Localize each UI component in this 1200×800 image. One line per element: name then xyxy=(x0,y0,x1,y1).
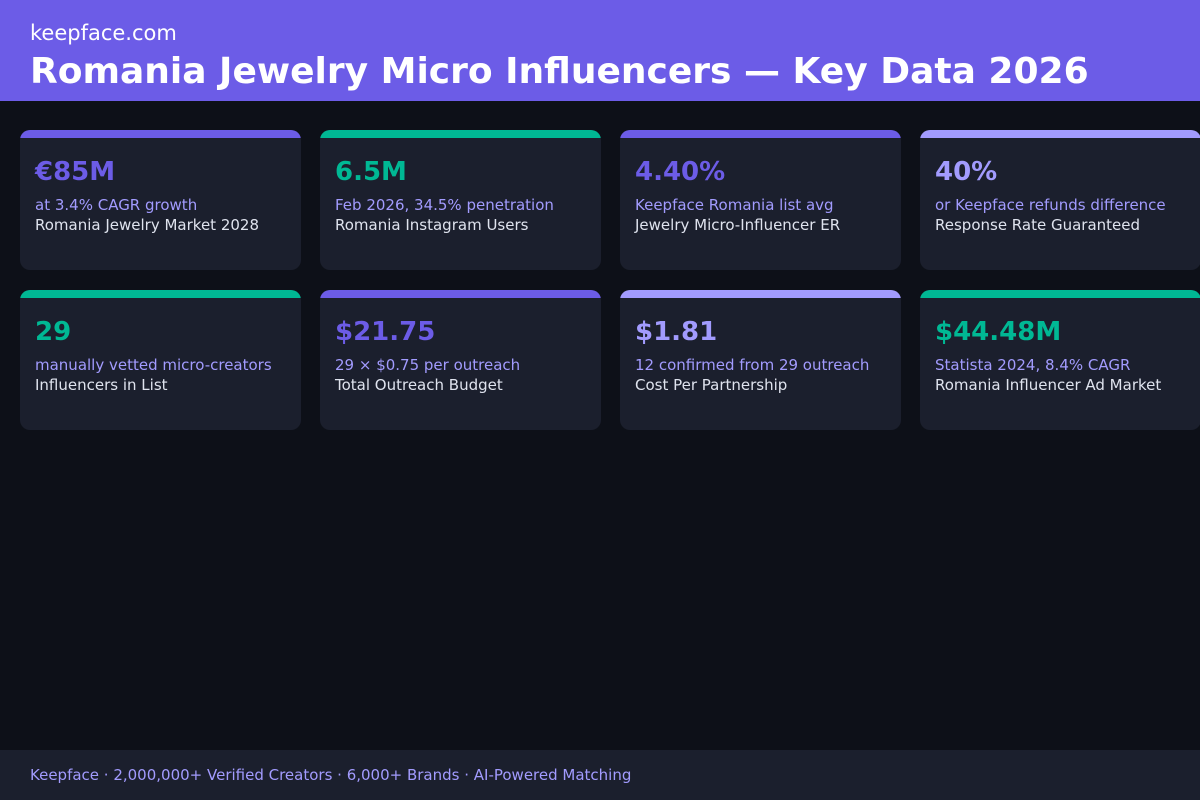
stat-card-outreach-budget: $21.75 29 × $0.75 per outreach Total Out… xyxy=(320,290,601,430)
stat-label: Romania Instagram Users xyxy=(335,216,529,234)
stat-card-influencer-count: 29 manually vetted micro-creators Influe… xyxy=(20,290,301,430)
stat-subtext: 12 confirmed from 29 outreach xyxy=(635,356,870,374)
stat-card-response-rate: 40% or Keepface refunds difference Respo… xyxy=(920,130,1200,270)
stat-label: Influencers in List xyxy=(35,376,168,394)
stat-subtext: Statista 2024, 8.4% CAGR xyxy=(935,356,1131,374)
header-banner: keepface.com Romania Jewelry Micro Influ… xyxy=(0,0,1200,101)
stat-value: $44.48M xyxy=(935,317,1062,347)
stat-label: Total Outreach Budget xyxy=(335,376,503,394)
stat-card-engagement-rate: 4.40% Keepface Romania list avg Jewelry … xyxy=(620,130,901,270)
stat-label: Romania Influencer Ad Market xyxy=(935,376,1162,394)
stat-label: Romania Jewelry Market 2028 xyxy=(35,216,259,234)
card-accent-bar xyxy=(620,130,901,138)
footer-bar: Keepface · 2,000,000+ Verified Creators … xyxy=(0,750,1200,800)
stat-card-influencer-ad-market: $44.48M Statista 2024, 8.4% CAGR Romania… xyxy=(920,290,1200,430)
page-title: Romania Jewelry Micro Influencers — Key … xyxy=(30,51,1089,92)
card-accent-bar xyxy=(620,290,901,298)
stat-subtext: manually vetted micro-creators xyxy=(35,356,272,374)
stat-card-instagram-users: 6.5M Feb 2026, 34.5% penetration Romania… xyxy=(320,130,601,270)
card-accent-bar xyxy=(920,130,1200,138)
card-accent-bar xyxy=(320,290,601,298)
stat-subtext: Feb 2026, 34.5% penetration xyxy=(335,196,554,214)
card-accent-bar xyxy=(20,290,301,298)
stat-subtext: or Keepface refunds difference xyxy=(935,196,1166,214)
footer-text: Keepface · 2,000,000+ Verified Creators … xyxy=(30,766,632,784)
stat-value: 6.5M xyxy=(335,157,407,187)
stat-card-cost-per-partnership: $1.81 12 confirmed from 29 outreach Cost… xyxy=(620,290,901,430)
stat-value: 4.40% xyxy=(635,157,726,187)
card-accent-bar xyxy=(20,130,301,138)
stat-value: $21.75 xyxy=(335,317,436,347)
stat-card-jewelry-market: €85M at 3.4% CAGR growth Romania Jewelry… xyxy=(20,130,301,270)
stat-subtext: 29 × $0.75 per outreach xyxy=(335,356,521,374)
stat-value: 29 xyxy=(35,317,72,347)
stat-value: $1.81 xyxy=(635,317,718,347)
stat-subtext: at 3.4% CAGR growth xyxy=(35,196,198,214)
card-accent-bar xyxy=(920,290,1200,298)
card-accent-bar xyxy=(320,130,601,138)
stat-label: Cost Per Partnership xyxy=(635,376,788,394)
stat-value: 40% xyxy=(935,157,998,187)
stat-label: Response Rate Guaranteed xyxy=(935,216,1141,234)
site-name: keepface.com xyxy=(30,21,177,45)
stat-value: €85M xyxy=(35,157,116,187)
stat-label: Jewelry Micro-Influencer ER xyxy=(635,216,841,234)
stat-subtext: Keepface Romania list avg xyxy=(635,196,834,214)
